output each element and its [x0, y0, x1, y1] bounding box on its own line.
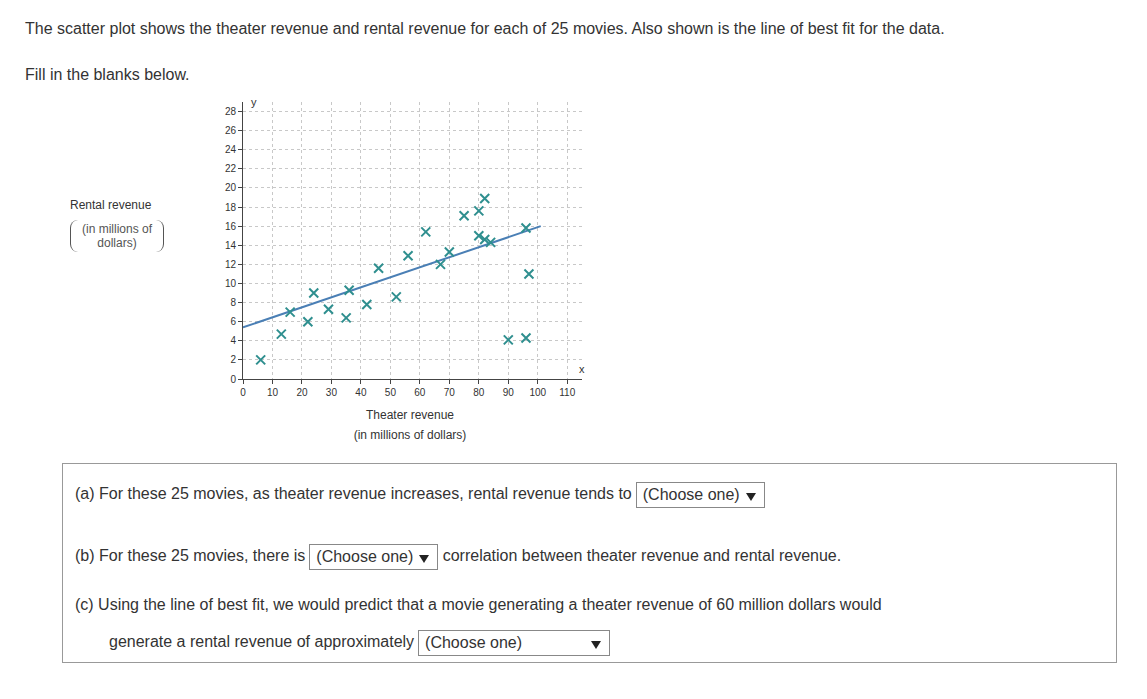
html-text:(Choose one): (Choose one) — [425, 634, 522, 651]
html-text:(b) For these 25 movies, there: (b) For these 25 movies, there is — [75, 547, 306, 565]
html-text:(Choose one): (Choose one) — [642, 486, 740, 503]
svg-text:18: 18 — [225, 202, 237, 213]
html-text:The scatter plot shows the the: The scatter plot shows the theater reven… — [25, 20, 945, 37]
svg-text:110: 110 — [559, 387, 575, 398]
svg-text:26: 26 — [225, 125, 237, 136]
svg-text:14: 14 — [225, 240, 237, 251]
html-text:(Choose one): (Choose one) — [316, 548, 414, 565]
html-text:Rental revenue: Rental revenue — [70, 198, 152, 212]
svg-text:x: x — [579, 363, 585, 375]
svg-text:10: 10 — [225, 278, 237, 289]
html-text:correlation between theater re: correlation between theater revenue and … — [438, 547, 842, 565]
svg-text:100: 100 — [529, 387, 546, 398]
svg-text:12: 12 — [225, 259, 237, 270]
svg-text:22: 22 — [225, 163, 237, 174]
svg-text:28: 28 — [225, 106, 237, 117]
html-text:(in millions of dollars): (in millions of dollars) — [353, 428, 467, 442]
svg-text:24: 24 — [225, 144, 237, 155]
svg-text:20: 20 — [296, 387, 308, 398]
html-text:Theater revenue: Theater revenue — [366, 408, 454, 422]
svg-text:0: 0 — [230, 374, 236, 385]
html-text:generate a rental revenue of a: generate a rental revenue of approximate… — [109, 633, 415, 651]
html-text:(c) Using the line of best fit: (c) Using the line of best fit, we would… — [75, 596, 882, 613]
svg-text:0: 0 — [240, 387, 246, 398]
svg-text:50: 50 — [385, 387, 397, 398]
html-text:Fill in the blanks below.: Fill in the blanks below. — [25, 66, 190, 83]
svg-text:70: 70 — [444, 387, 456, 398]
svg-text:10: 10 — [267, 387, 279, 398]
svg-text:40: 40 — [355, 387, 367, 398]
svg-text:60: 60 — [414, 387, 426, 398]
svg-text:90: 90 — [503, 387, 515, 398]
html-text:(a) For these 25 movies, as th: (a) For these 25 movies, as theater reve… — [75, 485, 632, 503]
svg-text:16: 16 — [225, 221, 237, 232]
svg-text:20: 20 — [225, 182, 237, 193]
svg-text:30: 30 — [326, 387, 338, 398]
svg-text:6: 6 — [230, 316, 236, 327]
svg-text:y: y — [251, 96, 257, 108]
html-text:(in millions of dollars): (in millions of dollars) — [82, 222, 152, 250]
svg-text:8: 8 — [230, 297, 236, 308]
svg-text:4: 4 — [230, 335, 236, 346]
svg-text:80: 80 — [473, 387, 485, 398]
svg-text:2: 2 — [230, 354, 236, 365]
